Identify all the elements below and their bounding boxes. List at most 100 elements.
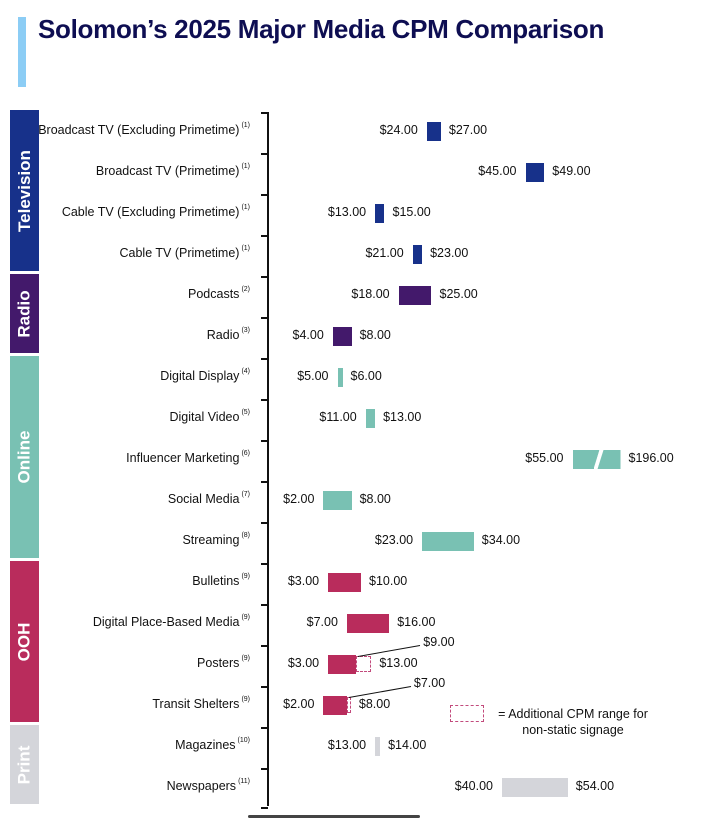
footnote-ref: (9) xyxy=(241,696,250,703)
range-bar xyxy=(323,491,352,510)
chart-title: Solomon’s 2025 Major Media CPM Compariso… xyxy=(38,14,605,44)
row-label: Cable TV (Excluding Primetime) (1) xyxy=(62,204,250,219)
range-bar xyxy=(337,368,343,387)
low-value-label: $7.00 xyxy=(306,615,338,629)
low-value-label: $18.00 xyxy=(351,287,390,301)
y-axis-line xyxy=(267,112,269,806)
range-bar xyxy=(332,327,352,346)
axis-tick xyxy=(261,563,268,565)
high-value-label: $16.00 xyxy=(397,615,436,629)
high-value-label: $8.00 xyxy=(359,492,391,506)
row-label: Podcasts (2) xyxy=(188,286,250,301)
category-block-television: Television xyxy=(10,110,39,271)
low-value-label: $3.00 xyxy=(287,656,320,670)
row-label-text: Streaming xyxy=(182,533,240,547)
low-value-label: $4.00 xyxy=(292,328,324,342)
high-value-label: $27.00 xyxy=(448,123,488,137)
axis-tick xyxy=(261,481,268,483)
axis-tick xyxy=(261,235,268,237)
high-value-label: $25.00 xyxy=(439,287,478,301)
category-label: OOH xyxy=(14,622,34,661)
low-value-label: $13.00 xyxy=(327,738,367,752)
category-label: Television xyxy=(14,149,34,232)
range-bar xyxy=(422,532,474,551)
row-label: Broadcast TV (Primetime) (1) xyxy=(96,163,250,178)
low-value-label: $40.00 xyxy=(454,779,493,793)
footnote-ref: (2) xyxy=(241,286,250,293)
category-block-ooh: OOH xyxy=(10,561,39,722)
row-label-text: Bulletins xyxy=(192,574,240,588)
high-value-label: $10.00 xyxy=(369,574,408,588)
high-value-label: $49.00 xyxy=(552,164,591,178)
range-bar xyxy=(525,163,545,182)
footnote-ref: (6) xyxy=(241,450,250,457)
high-value-label: $13.00 xyxy=(383,410,422,424)
row-label-text: Magazines xyxy=(175,738,236,752)
footnote-ref: (1) xyxy=(241,163,250,170)
row-label-text: Posters xyxy=(197,656,240,670)
row-label: Magazines (10) xyxy=(175,737,250,752)
low-value-label: $2.00 xyxy=(283,697,315,711)
range-bar xyxy=(398,286,432,305)
footnote-ref: (9) xyxy=(241,655,250,662)
axis-tick xyxy=(261,768,268,770)
axis-tick xyxy=(261,317,268,319)
axis-tick xyxy=(261,276,268,278)
high-value-label: $13.00 xyxy=(379,656,418,670)
range-bar xyxy=(502,778,568,797)
axis-tick xyxy=(261,686,268,688)
footnote-ref: (11) xyxy=(238,778,250,785)
row-label-text: Social Media xyxy=(167,492,240,506)
static-high-label: $9.00 xyxy=(423,635,455,649)
row-label: Digital Display (4) xyxy=(160,368,250,383)
footnote-ref: (7) xyxy=(241,491,250,498)
low-value-label: $55.00 xyxy=(525,451,564,465)
static-high-label: $7.00 xyxy=(413,676,446,690)
row-label: Social Media (7) xyxy=(168,491,250,506)
range-bar xyxy=(328,573,361,592)
row-label-text: Broadcast TV (Primetime) xyxy=(95,164,240,178)
category-label: Print xyxy=(14,745,34,784)
high-value-label: $34.00 xyxy=(481,533,521,547)
range-bar xyxy=(346,614,390,633)
low-value-label: $5.00 xyxy=(297,369,329,383)
low-value-label: $23.00 xyxy=(374,533,414,547)
low-value-label: $11.00 xyxy=(319,410,357,424)
axis-tick xyxy=(261,522,268,524)
footnote-ref: (5) xyxy=(241,409,250,416)
axis-tick xyxy=(261,194,268,196)
row-label: Radio (3) xyxy=(207,327,250,342)
range-bar xyxy=(426,122,441,141)
high-value-label: $15.00 xyxy=(392,205,431,219)
row-label-text: Podcasts xyxy=(188,287,240,301)
axis-tick xyxy=(261,153,268,155)
row-label: Streaming (8) xyxy=(182,532,250,547)
footnote-ref: (10) xyxy=(237,737,250,744)
row-label: Digital Place-Based Media (9) xyxy=(93,614,250,629)
row-label-text: Cable TV (Primetime) xyxy=(119,246,240,260)
row-label: Influencer Marketing (6) xyxy=(126,450,250,465)
row-label: Bulletins (9) xyxy=(192,573,250,588)
row-label: Cable TV (Primetime) (1) xyxy=(120,245,251,260)
axis-tick xyxy=(261,399,268,401)
high-value-label: $8.00 xyxy=(358,697,391,711)
row-label-text: Influencer Marketing xyxy=(126,451,240,465)
low-value-label: $13.00 xyxy=(327,205,367,219)
row-label: Newspapers (11) xyxy=(167,778,250,793)
row-label: Digital Video (5) xyxy=(169,409,250,424)
row-label-text: Newspapers xyxy=(166,779,237,793)
axis-break-icon xyxy=(593,450,604,469)
axis-tick xyxy=(261,807,268,809)
low-value-label: $2.00 xyxy=(283,492,315,506)
footnote-ref: (4) xyxy=(241,368,250,375)
row-label-text: Radio xyxy=(206,328,240,342)
legend-label: = Additional CPM range for non-static si… xyxy=(498,707,648,737)
axis-tick xyxy=(261,645,268,647)
additional-range-bar xyxy=(346,697,351,713)
high-value-label: $23.00 xyxy=(430,246,469,260)
range-bar xyxy=(375,737,381,756)
title-accent-bar xyxy=(18,17,26,87)
scrollbar-handle[interactable] xyxy=(248,815,420,818)
row-label-text: Digital Display xyxy=(160,369,240,383)
axis-tick xyxy=(261,440,268,442)
